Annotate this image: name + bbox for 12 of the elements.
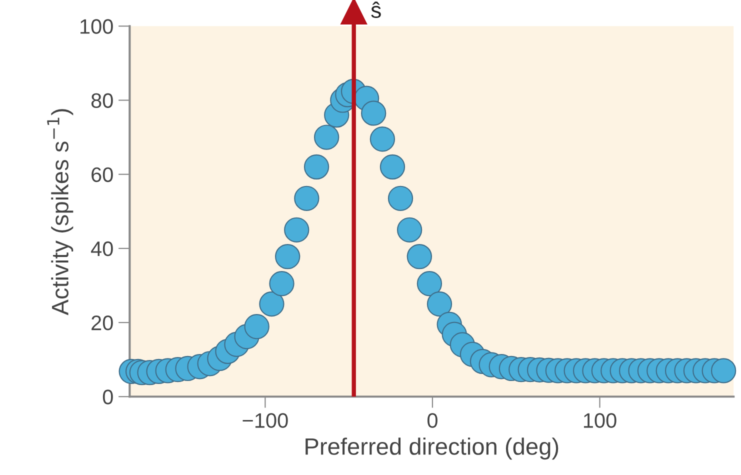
- y-tick-label: 60: [92, 167, 113, 182]
- y-tick-label: 40: [91, 241, 113, 256]
- y-tick-label: 0: [102, 390, 113, 404]
- ref-line-label: ŝ: [371, 2, 381, 18]
- x-tick-label: 100: [584, 413, 616, 428]
- y-tick-label: 20: [92, 316, 113, 330]
- x-axis-title: Preferred direction (deg): [306, 438, 558, 460]
- x-tick-label: −100: [242, 413, 288, 428]
- y-tick-label: 100: [80, 19, 113, 34]
- y-tick-label: 80: [91, 93, 113, 108]
- y-axis-title: Activity (spikes s$^{−1}$): [47, 109, 74, 316]
- x-tick-label: 0: [427, 413, 438, 428]
